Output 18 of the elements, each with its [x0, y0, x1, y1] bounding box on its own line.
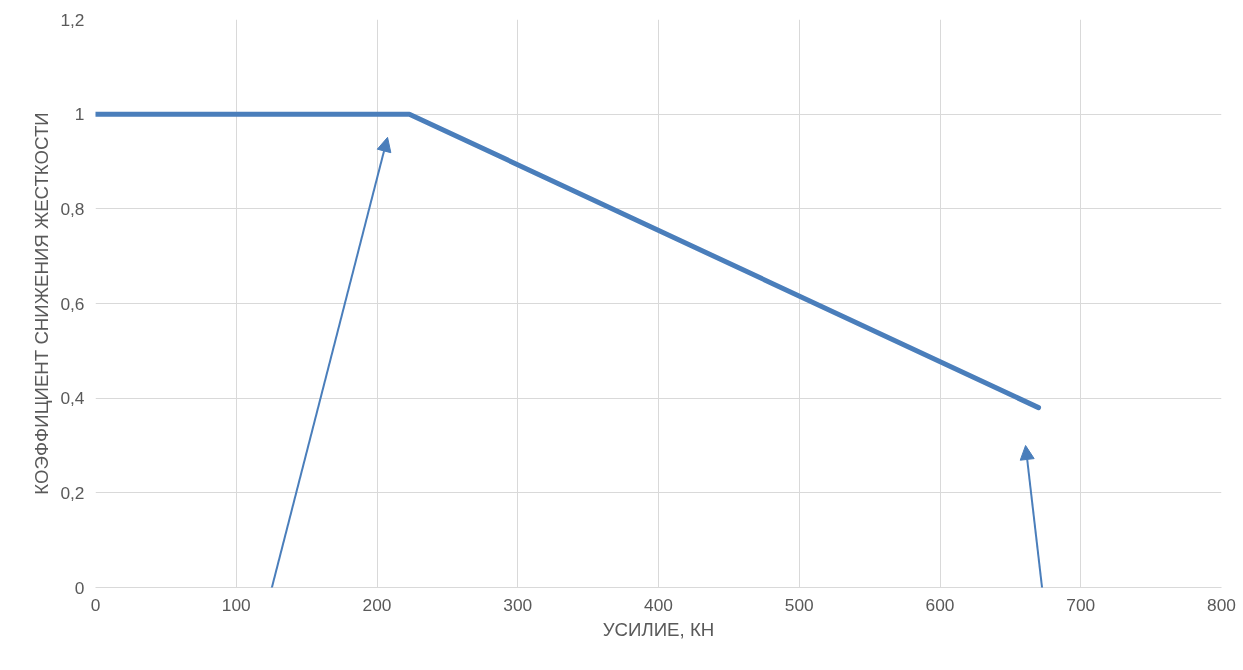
x-tick-label: 300: [503, 594, 533, 615]
x-tick-label: 500: [784, 594, 814, 615]
y-axis-title: КОЭФФИЦИЕНТ СНИЖЕНИЯ ЖЕСТКОСТИ: [31, 112, 53, 495]
y-tick-label: 0,8: [60, 198, 85, 219]
x-tick-label: 0: [90, 594, 101, 615]
x-tick-label: 700: [1066, 594, 1096, 615]
y-tick-label: 0,6: [60, 293, 85, 314]
x-tick-label: 600: [925, 594, 955, 615]
y-tick-label: 1,2: [60, 9, 85, 30]
x-tick-label: 200: [362, 594, 392, 615]
y-tick-label: 1: [74, 104, 85, 125]
x-tick-label: 400: [644, 594, 673, 615]
y-tick-label: 0: [74, 577, 85, 598]
x-tick-label: 800: [1207, 594, 1236, 615]
x-tick-label: 100: [221, 594, 251, 615]
y-tick-label: 0,4: [60, 388, 85, 409]
x-axis-title: УСИЛИЕ, КН: [602, 618, 715, 640]
y-tick-label: 0,2: [60, 482, 85, 503]
